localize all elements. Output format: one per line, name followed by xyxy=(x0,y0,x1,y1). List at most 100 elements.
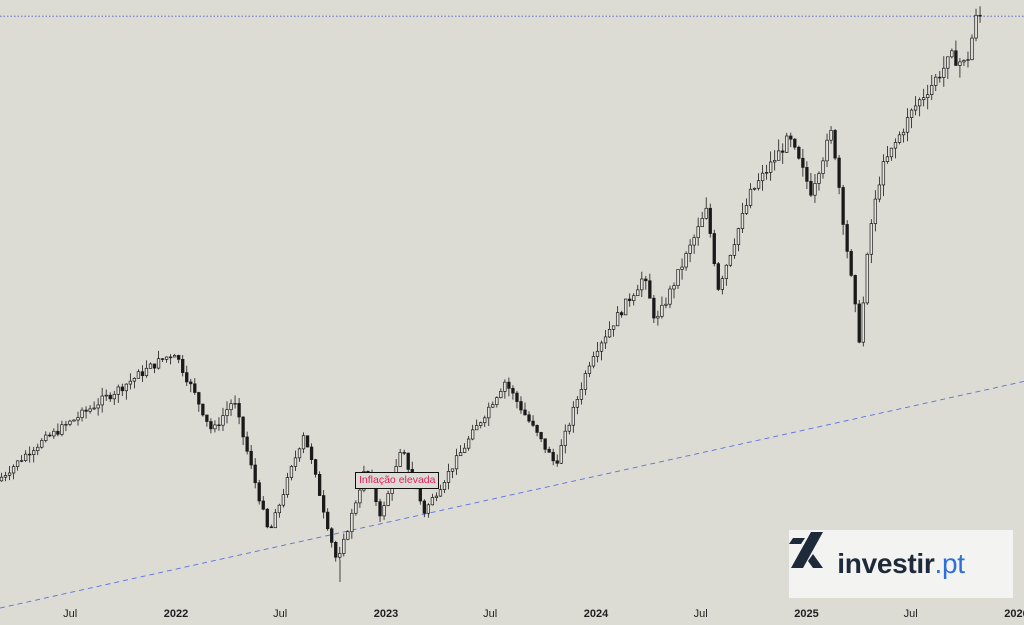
candle-body-up xyxy=(934,76,938,86)
candle-body-down xyxy=(152,363,157,369)
candle-body-up xyxy=(281,494,286,506)
candle-body-down xyxy=(551,451,555,462)
candle-body-up xyxy=(692,237,696,246)
candle-body-down xyxy=(330,528,334,543)
candle-body-down xyxy=(205,414,209,422)
candle-body-up xyxy=(668,288,672,305)
candle-body-down xyxy=(28,453,32,456)
candle-body-up xyxy=(132,377,137,382)
x-tick-label: 2026 xyxy=(1004,608,1024,620)
candle-body-up xyxy=(136,371,141,379)
candle-body-up xyxy=(96,404,100,409)
candle-body-up xyxy=(277,504,282,514)
annotation-inflation: Inflação elevada xyxy=(355,472,440,489)
candle-body-down xyxy=(555,460,559,464)
logo-tld: .pt xyxy=(934,548,965,579)
candle-body-up xyxy=(680,266,684,270)
x-tick-label: Jul xyxy=(904,608,918,620)
candle-body-up xyxy=(301,435,306,450)
candle-body-up xyxy=(116,386,120,395)
candle-body-up xyxy=(720,278,724,290)
candle-body-up xyxy=(748,188,753,206)
candle-body-up xyxy=(32,450,36,455)
candle-body-up xyxy=(893,142,898,149)
candle-body-up xyxy=(587,365,592,374)
candle-body-up xyxy=(289,466,294,478)
candle-body-down xyxy=(644,278,648,282)
candle-body-down xyxy=(857,303,861,343)
candle-body-up xyxy=(350,512,354,533)
candle-body-up xyxy=(563,430,567,446)
candle-body-up xyxy=(950,50,954,58)
candle-body-up xyxy=(11,466,16,474)
candle-body-up xyxy=(579,389,584,400)
candle-body-up xyxy=(471,429,475,440)
candle-body-down xyxy=(140,371,145,377)
candle-body-up xyxy=(297,448,302,459)
candle-body-up xyxy=(962,60,966,63)
candle-body-up xyxy=(491,404,495,408)
candle-body-down xyxy=(120,386,124,392)
candle-body-up xyxy=(660,304,664,317)
candle-body-down xyxy=(515,392,519,402)
candle-body-up xyxy=(656,315,660,319)
candle-body-up xyxy=(632,295,636,302)
candle-body-up xyxy=(575,399,580,408)
candle-body-down xyxy=(978,14,982,17)
candle-body-up xyxy=(354,502,358,514)
candle-body-up xyxy=(877,184,882,200)
candle-body-up xyxy=(386,493,390,506)
candle-body-up xyxy=(64,423,68,426)
candle-body-up xyxy=(966,59,970,61)
candle-body-up xyxy=(213,424,217,430)
candle-body-up xyxy=(777,150,781,161)
candle-body-up xyxy=(487,406,491,419)
candle-body-up xyxy=(567,424,571,432)
candle-body-up xyxy=(684,253,688,268)
candle-body-up xyxy=(913,105,918,111)
candle-body-down xyxy=(322,495,326,513)
trend-support-line xyxy=(0,380,1024,609)
candle-body-up xyxy=(24,453,28,461)
candle-body-down xyxy=(620,312,624,316)
candle-body-up xyxy=(3,475,8,478)
candle-body-down xyxy=(833,130,837,159)
candle-body-down xyxy=(648,280,652,299)
candle-body-down xyxy=(781,150,785,153)
candle-body-up xyxy=(905,117,910,133)
candle-body-down xyxy=(305,435,310,448)
candle-body-down xyxy=(422,500,426,514)
x-tick-label: Jul xyxy=(63,608,77,620)
candle-body-down xyxy=(56,430,60,435)
candle-body-down xyxy=(326,511,330,530)
candle-body-up xyxy=(398,452,402,467)
candle-body-up xyxy=(225,409,229,416)
candle-body-up xyxy=(229,403,233,411)
candle-body-down xyxy=(253,464,257,484)
logo-name: investir xyxy=(837,548,935,579)
candle-body-down xyxy=(269,526,273,529)
x-tick-label: 2022 xyxy=(164,608,188,620)
candle-body-down xyxy=(511,388,515,394)
candle-body-up xyxy=(52,430,56,437)
candle-body-up xyxy=(446,471,451,483)
candle-body-up xyxy=(696,226,700,239)
candle-body-down xyxy=(543,438,547,450)
candle-body-up xyxy=(736,228,741,246)
candle-body-up xyxy=(72,419,76,422)
candle-body-down xyxy=(841,187,845,225)
candle-body-up xyxy=(821,160,825,174)
candle-body-up xyxy=(40,440,44,448)
candle-body-up xyxy=(583,373,588,390)
candle-body-down xyxy=(177,355,181,360)
candle-body-down xyxy=(809,180,813,196)
candle-body-down xyxy=(805,167,809,182)
candle-body-up xyxy=(773,159,777,163)
candle-body-up xyxy=(44,434,48,441)
candle-body-up xyxy=(128,380,133,385)
candle-body-up xyxy=(124,383,128,392)
candle-body-up xyxy=(285,477,290,495)
investir-logo: investir.pt xyxy=(789,530,1013,598)
candle-body-up xyxy=(60,424,64,435)
candle-body-down xyxy=(197,392,201,405)
